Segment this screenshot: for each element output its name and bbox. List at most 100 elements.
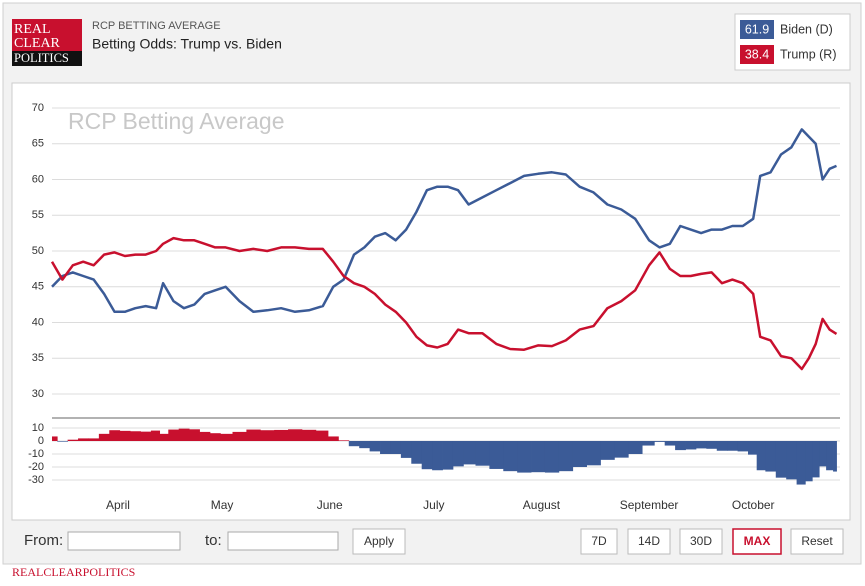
y-tick-label: 55 bbox=[32, 209, 44, 221]
footer-brand: REALCLEARPOLITICS bbox=[12, 565, 135, 579]
legend-label: Biden (D) bbox=[780, 22, 833, 36]
spread-area bbox=[400, 441, 412, 458]
spread-area bbox=[178, 428, 190, 441]
spread-area bbox=[109, 430, 121, 441]
spread-area bbox=[475, 441, 490, 466]
spread-area bbox=[209, 433, 221, 441]
button-label: Reset bbox=[801, 534, 833, 548]
to-input[interactable] bbox=[227, 531, 339, 551]
spread-area bbox=[168, 429, 180, 441]
spread-area bbox=[232, 431, 247, 441]
spread-area bbox=[98, 433, 110, 441]
series-line bbox=[51, 128, 837, 314]
chart-watermark-title: RCP Betting Average bbox=[68, 108, 285, 134]
spread-area bbox=[716, 441, 728, 451]
spread-area bbox=[442, 441, 454, 470]
button-frame bbox=[732, 528, 782, 555]
spread-area bbox=[288, 429, 303, 441]
button-label: MAX bbox=[744, 534, 771, 548]
x-tick-label: September bbox=[620, 498, 679, 512]
range-button[interactable]: 7D bbox=[580, 528, 618, 555]
range-button[interactable]: 14D bbox=[627, 528, 671, 555]
y-tick-label: -20 bbox=[28, 461, 44, 473]
legend-swatch bbox=[740, 45, 774, 64]
spread-area bbox=[572, 441, 587, 467]
spread-area bbox=[432, 441, 443, 471]
spread-area bbox=[586, 441, 601, 466]
legend-value: 61.9 bbox=[745, 22, 769, 36]
y-tick-label: 35 bbox=[32, 352, 44, 364]
from-input[interactable] bbox=[67, 531, 181, 551]
button-frame bbox=[790, 528, 844, 555]
spread-area bbox=[57, 441, 69, 442]
spread-area bbox=[246, 429, 261, 441]
button-label: 30D bbox=[690, 534, 712, 548]
spread-area bbox=[338, 440, 350, 441]
spread-area bbox=[274, 429, 289, 441]
y-tick-label: 45 bbox=[32, 281, 44, 293]
spread-area bbox=[52, 436, 58, 441]
spread-area bbox=[826, 441, 834, 471]
spread-area bbox=[88, 438, 100, 441]
spread-area bbox=[301, 429, 317, 441]
range-button[interactable]: MAX bbox=[732, 528, 782, 555]
spread-area bbox=[159, 433, 169, 441]
button-frame bbox=[679, 528, 723, 555]
logo-word: POLITICS bbox=[14, 51, 69, 65]
logo: REAL CLEAR POLITICS bbox=[12, 19, 82, 66]
spread-area bbox=[706, 441, 718, 449]
range-button[interactable]: Reset bbox=[790, 528, 844, 555]
spread-area bbox=[756, 441, 766, 471]
button-frame bbox=[352, 528, 406, 555]
spread-area bbox=[78, 438, 89, 441]
spread-area bbox=[150, 430, 161, 441]
x-tick-label: August bbox=[523, 498, 561, 512]
logo-word: CLEAR bbox=[14, 36, 61, 51]
spread-area bbox=[796, 441, 806, 485]
spread-area bbox=[421, 441, 433, 470]
spread-area bbox=[130, 431, 141, 441]
y-tick-label: -10 bbox=[28, 448, 44, 460]
spread-area bbox=[220, 433, 233, 441]
y-tick-label: 0 bbox=[38, 435, 44, 447]
spread-area bbox=[517, 441, 532, 473]
spread-area bbox=[199, 431, 211, 441]
spread-area bbox=[119, 430, 131, 441]
spread-area bbox=[775, 441, 787, 478]
spread-area bbox=[737, 441, 749, 452]
spread-area bbox=[489, 441, 504, 469]
spread-area bbox=[327, 436, 339, 441]
spread-area bbox=[260, 430, 275, 441]
spread-area bbox=[642, 441, 655, 446]
spread-area bbox=[452, 441, 464, 467]
button-frame bbox=[580, 528, 618, 555]
y-tick-label: 40 bbox=[32, 316, 44, 328]
spread-area bbox=[390, 441, 402, 454]
button-label: 7D bbox=[591, 534, 607, 548]
apply-button[interactable]: Apply bbox=[352, 528, 406, 555]
logo-word: REAL bbox=[14, 22, 51, 37]
range-button[interactable]: 30D bbox=[679, 528, 723, 555]
from-label: From: bbox=[24, 532, 63, 549]
spread-area bbox=[628, 441, 643, 454]
spread-area bbox=[805, 441, 813, 482]
kicker: RCP BETTING AVERAGE bbox=[92, 20, 221, 32]
spread-area bbox=[819, 441, 827, 467]
spread-area bbox=[675, 441, 686, 451]
spread-area bbox=[786, 441, 798, 480]
spread-area bbox=[189, 429, 200, 441]
spread-area bbox=[531, 441, 546, 473]
x-tick-label: April bbox=[106, 498, 130, 512]
spread-area bbox=[359, 441, 371, 449]
to-label: to: bbox=[205, 532, 222, 549]
y-tick-label: 30 bbox=[32, 388, 44, 400]
widget-title: Betting Odds: Trump vs. Biden bbox=[92, 36, 282, 52]
spread-area bbox=[695, 441, 707, 449]
spread-area bbox=[463, 441, 476, 465]
spread-area bbox=[140, 431, 152, 441]
y-tick-label: 65 bbox=[32, 138, 44, 150]
x-tick-label: October bbox=[732, 498, 775, 512]
button-frame bbox=[627, 528, 671, 555]
y-tick-label: 50 bbox=[32, 245, 44, 257]
spread-area bbox=[765, 441, 777, 472]
